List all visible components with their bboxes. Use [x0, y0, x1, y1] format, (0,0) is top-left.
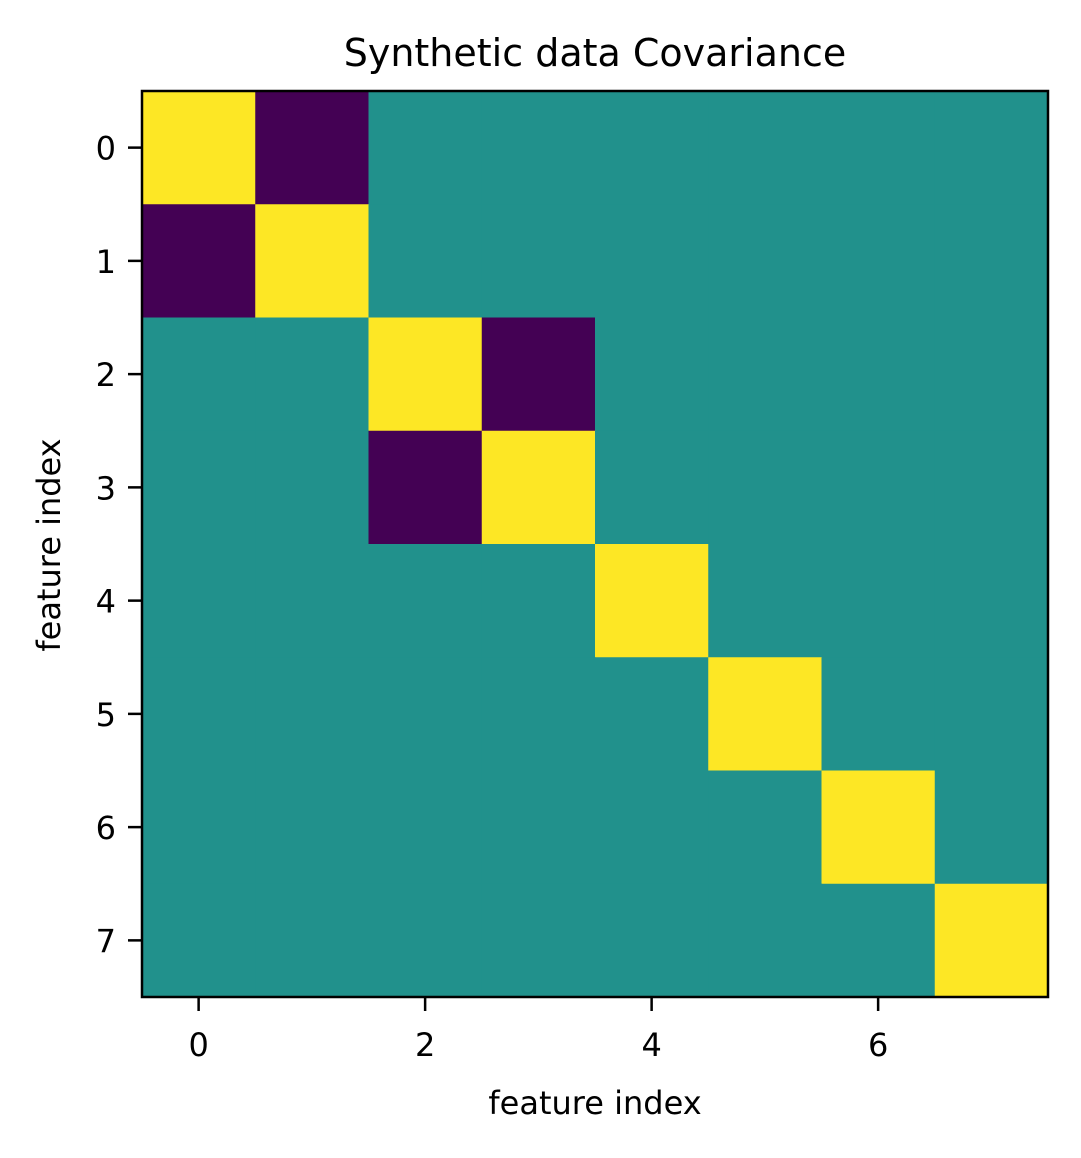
y-tick-label: 3: [96, 469, 116, 507]
heatmap-cells: [142, 91, 1049, 998]
x-tick-label: 6: [868, 1026, 888, 1064]
heatmap-cell-r0-c1: [255, 91, 370, 205]
heatmap-cell-r4-c2: [368, 544, 483, 658]
heatmap-cell-r1-c2: [368, 204, 483, 319]
heatmap-cell-r1-c7: [934, 204, 1049, 319]
heatmap-cell-r7-c2: [368, 883, 483, 998]
heatmap-cell-r4-c6: [821, 544, 936, 658]
heatmap-cell-r6-c1: [255, 770, 370, 885]
heatmap-cell-r3-c5: [708, 430, 823, 545]
heatmap-cell-r4-c0: [142, 544, 256, 658]
heatmap-cell-r7-c1: [255, 883, 370, 998]
heatmap-cell-r4-c5: [708, 544, 823, 658]
heatmap-cell-r2-c4: [595, 317, 709, 432]
heatmap-cell-r5-c1: [255, 657, 370, 772]
y-axis-label: feature index: [30, 438, 68, 651]
heatmap-cell-r6-c6: [821, 770, 936, 885]
heatmap-cell-r1-c1: [255, 204, 370, 319]
heatmap-cell-r5-c5: [708, 657, 823, 772]
heatmap-cell-r6-c4: [595, 770, 709, 885]
heatmap-cell-r2-c2: [368, 317, 483, 432]
heatmap-cell-r2-c6: [821, 317, 936, 432]
chart-title: Synthetic data Covariance: [344, 31, 847, 75]
heatmap-cell-r3-c6: [821, 430, 936, 545]
heatmap-cell-r3-c4: [595, 430, 709, 545]
heatmap-cell-r5-c0: [142, 657, 256, 772]
heatmap-cell-r3-c3: [481, 430, 596, 545]
y-tick-label: 7: [96, 922, 116, 960]
heatmap-cell-r3-c1: [255, 430, 370, 545]
x-tick-label: 2: [415, 1026, 435, 1064]
heatmap-cell-r1-c0: [142, 204, 256, 319]
heatmap-cell-r1-c4: [595, 204, 709, 319]
heatmap-cell-r3-c0: [142, 430, 256, 545]
heatmap-cell-r4-c7: [934, 544, 1049, 658]
heatmap-cell-r0-c2: [368, 91, 483, 205]
y-tick-label: 4: [96, 583, 116, 621]
heatmap-cell-r6-c3: [481, 770, 596, 885]
heatmap-cell-r2-c7: [934, 317, 1049, 432]
heatmap-cell-r7-c5: [708, 883, 823, 998]
heatmap-cell-r0-c4: [595, 91, 709, 205]
heatmap-cell-r6-c5: [708, 770, 823, 885]
heatmap-cell-r0-c5: [708, 91, 823, 205]
heatmap-cell-r2-c1: [255, 317, 370, 432]
heatmap-cell-r4-c1: [255, 544, 370, 658]
x-axis-ticks: 0 2 4 6: [188, 997, 888, 1064]
x-axis-label: feature index: [488, 1084, 701, 1122]
heatmap-cell-r3-c2: [368, 430, 483, 545]
heatmap-cell-r7-c7: [934, 883, 1049, 998]
heatmap-cell-r4-c4: [595, 544, 709, 658]
heatmap-cell-r4-c3: [481, 544, 596, 658]
heatmap-cell-r5-c7: [934, 657, 1049, 772]
heatmap-cell-r0-c0: [142, 91, 256, 205]
heatmap-cell-r1-c6: [821, 204, 936, 319]
heatmap-cell-r7-c4: [595, 883, 709, 998]
y-tick-label: 5: [96, 696, 116, 734]
heatmap-cell-r0-c7: [934, 91, 1049, 205]
y-tick-label: 6: [96, 809, 116, 847]
heatmap-cell-r7-c0: [142, 883, 256, 998]
heatmap-cell-r1-c3: [481, 204, 596, 319]
heatmap-cell-r5-c2: [368, 657, 483, 772]
heatmap-cell-r7-c3: [481, 883, 596, 998]
heatmap-cell-r5-c6: [821, 657, 936, 772]
heatmap-cell-r5-c4: [595, 657, 709, 772]
plot-frame: [140, 89, 1050, 999]
heatmap-cell-r2-c5: [708, 317, 823, 432]
x-tick-label: 0: [188, 1026, 208, 1064]
heatmap-cell-r6-c0: [142, 770, 256, 885]
heatmap-cell-r0-c3: [481, 91, 596, 205]
x-tick-label: 4: [641, 1026, 661, 1064]
heatmap-cell-r1-c5: [708, 204, 823, 319]
heatmap-cell-r2-c0: [142, 317, 256, 432]
heatmap-cell-r3-c7: [934, 430, 1049, 545]
y-tick-label: 2: [96, 356, 116, 394]
heatmap-cell-r6-c2: [368, 770, 483, 885]
heatmap-cell-r6-c7: [934, 770, 1049, 885]
heatmap-cell-r5-c3: [481, 657, 596, 772]
y-tick-label: 1: [96, 243, 116, 281]
heatmap-cell-r0-c6: [821, 91, 936, 205]
y-axis-ticks: 0 1 2 3 4 5 6 7: [96, 130, 142, 960]
y-tick-label: 0: [96, 130, 116, 168]
heatmap-cell-r7-c6: [821, 883, 936, 998]
heatmap-cell-r2-c3: [481, 317, 596, 432]
